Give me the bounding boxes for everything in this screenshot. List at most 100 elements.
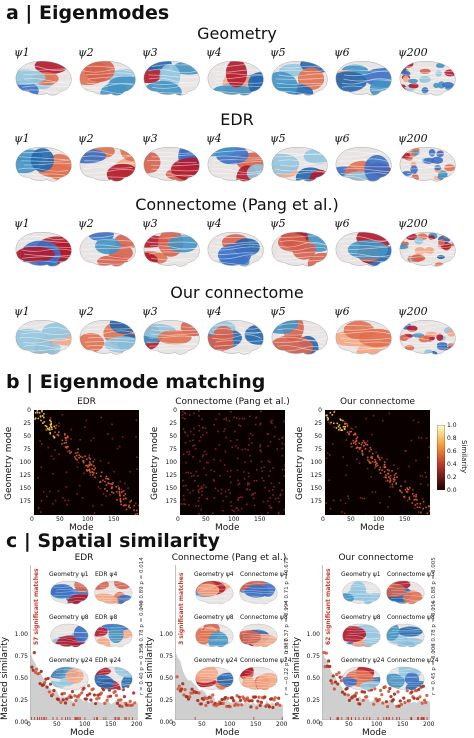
brain-surface [396, 228, 458, 272]
brain-surface [340, 665, 382, 693]
brain-surface [396, 57, 458, 101]
brain-surface [140, 228, 202, 272]
heatmap [34, 410, 139, 515]
heatmap-title: Connectome (Pang et al.) [160, 397, 305, 407]
plot-title: EDR [10, 553, 158, 563]
brain-surface [12, 316, 74, 360]
inset-left-label: Geometry ψ24 [193, 657, 238, 664]
y-tick: 175 [18, 498, 31, 505]
y-axis-label: Matched similarity [145, 637, 155, 720]
x-tick: 0 [176, 516, 180, 523]
inset-stats: r = −0.22 p = 0.837 [284, 639, 290, 695]
inset-right-label: EDR ψ24 [94, 657, 122, 664]
significant-matches: 57 significant matches [33, 568, 40, 645]
x-tick: 50 [202, 516, 210, 523]
inset-left-label: Geometry ψ8 [340, 614, 382, 621]
inset-left-label: Geometry ψ24 [340, 657, 385, 664]
brain-surface [76, 143, 138, 187]
inset-left-label: Geometry ψ24 [48, 657, 93, 664]
colorbar [437, 425, 445, 490]
y-tick: 25 [309, 420, 322, 427]
brain-surface [92, 622, 134, 650]
brain-surface [204, 228, 266, 272]
y-tick: 0.00 [13, 719, 28, 726]
significant-matches: 62 significant matches [325, 568, 332, 645]
inset-left-label: Geometry ψ8 [48, 614, 90, 621]
brain-surface [332, 143, 394, 187]
y-tick: 1.00 [158, 631, 173, 638]
brain-surface [332, 228, 394, 272]
brain-surface [237, 579, 279, 607]
y-tick: 175 [309, 498, 322, 505]
brain-surface [332, 57, 394, 101]
y-tick: 150 [164, 485, 177, 492]
brain-surface [204, 316, 266, 360]
brain-surface [48, 579, 90, 607]
y-tick: 50 [164, 433, 177, 440]
y-tick: 0.75 [13, 653, 28, 660]
brain-surface [268, 228, 330, 272]
y-axis-label: Geometry mode [295, 427, 305, 500]
brain-surface [268, 57, 330, 101]
heatmap-title: EDR [14, 397, 159, 407]
y-axis-label: Geometry mode [4, 427, 14, 500]
brain-surface [384, 622, 426, 650]
x-tick: 150 [254, 516, 265, 523]
y-tick: 0 [18, 407, 31, 414]
brain-surface [332, 316, 394, 360]
y-tick: 75 [164, 446, 177, 453]
colorbar-tick: 0.2 [447, 474, 457, 481]
y-tick: 50 [18, 433, 31, 440]
row-title: Our connectome [0, 283, 474, 302]
brain-surface [193, 665, 235, 693]
inset-right-label: Connectome ψ8 [386, 614, 436, 621]
x-tick: 150 [108, 516, 119, 523]
x-tick: 200 [131, 721, 142, 728]
x-tick: 150 [399, 516, 410, 523]
significant-matches: 3 significant matches [178, 573, 185, 645]
x-tick: 50 [56, 516, 64, 523]
y-tick: 75 [18, 446, 31, 453]
y-tick: 1.00 [13, 631, 28, 638]
brain-surface [76, 57, 138, 101]
colorbar-tick: 1.0 [447, 422, 457, 429]
panel-c-title: c | Spatial similarity [6, 530, 220, 552]
x-tick: 150 [105, 721, 116, 728]
x-tick: 0 [319, 721, 323, 728]
brain-surface [384, 579, 426, 607]
y-tick: 0.75 [158, 653, 173, 660]
brain-surface [12, 143, 74, 187]
y-tick: 150 [18, 485, 31, 492]
y-tick: 0.75 [305, 653, 320, 660]
x-tick: 50 [53, 721, 61, 728]
y-tick: 75 [309, 446, 322, 453]
brain-surface [268, 143, 330, 187]
x-tick: 0 [172, 721, 176, 728]
y-tick: 50 [309, 433, 322, 440]
brain-surface [340, 579, 382, 607]
inset-stats: r = 0.45 p = 0.003 [431, 643, 437, 695]
y-tick: 100 [164, 459, 177, 466]
brain-surface [237, 665, 279, 693]
brain-surface [92, 665, 134, 693]
y-tick: 100 [18, 459, 31, 466]
heatmap [180, 410, 285, 515]
row-title: Geometry [0, 24, 474, 43]
x-tick: 50 [345, 721, 353, 728]
inset-left-label: Geometry ψ1 [48, 571, 90, 578]
colorbar-tick: 0.8 [447, 435, 457, 442]
x-tick: 100 [82, 516, 93, 523]
x-axis-label: Mode [360, 523, 385, 533]
x-tick: 200 [276, 721, 287, 728]
y-tick: 100 [309, 459, 322, 466]
y-tick: 25 [164, 420, 177, 427]
brain-surface [204, 57, 266, 101]
brain-surface [76, 316, 138, 360]
x-tick: 0 [30, 516, 34, 523]
brain-surface [193, 622, 235, 650]
heatmap [325, 410, 430, 515]
y-axis-label: Matched similarity [292, 637, 302, 720]
x-axis-label: Mode [362, 728, 387, 738]
y-tick: 0.50 [13, 675, 28, 682]
x-tick: 0 [27, 721, 31, 728]
